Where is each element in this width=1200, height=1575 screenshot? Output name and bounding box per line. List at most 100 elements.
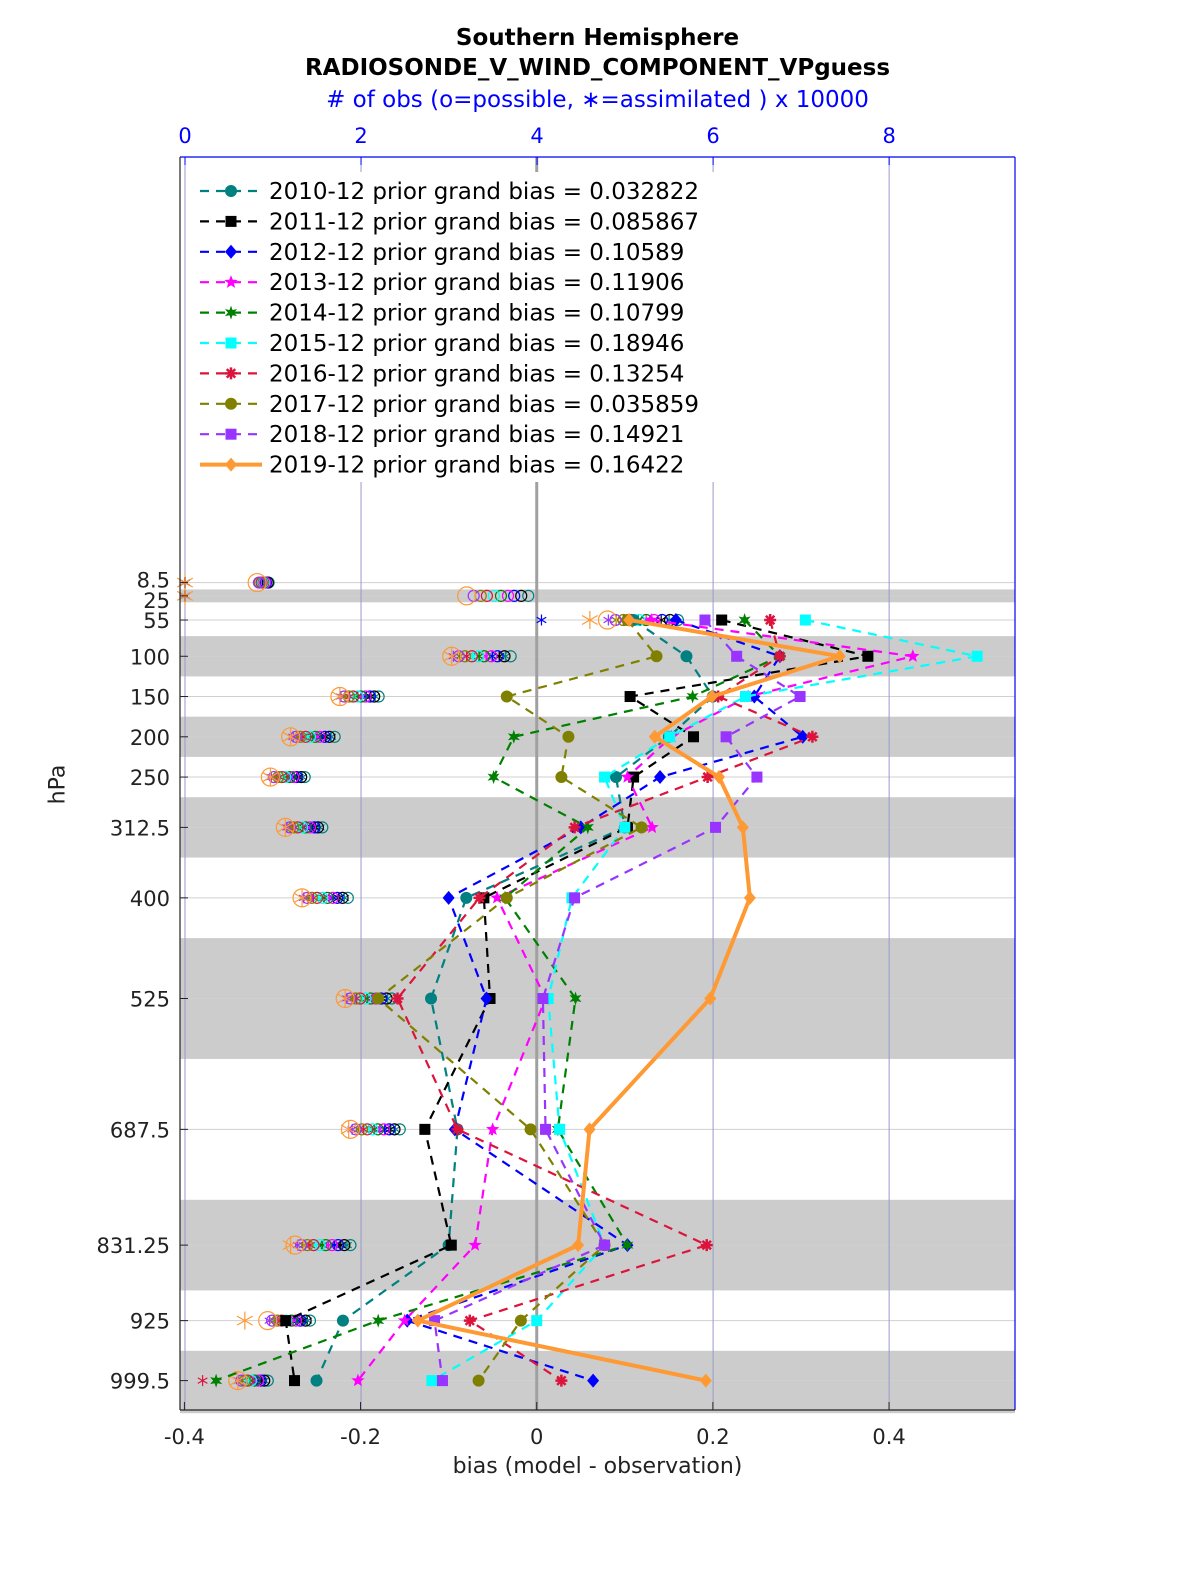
- obs-assimilated-marker: [197, 1375, 208, 1387]
- series-line: [433, 619, 803, 1381]
- data-point: [524, 1123, 537, 1136]
- obs-assimilated-marker: [282, 1236, 299, 1255]
- data-point: [555, 1374, 568, 1387]
- data-point: [654, 770, 667, 785]
- obs-assimilated-marker: [328, 892, 339, 904]
- obs-possible-marker: [609, 613, 622, 627]
- data-point: [569, 892, 581, 904]
- data-point: [572, 1238, 585, 1253]
- data-point: [701, 771, 714, 784]
- series-2017-12: [372, 614, 663, 1387]
- y-tick-label: 150: [130, 686, 170, 710]
- obs-possible-marker: [303, 1314, 317, 1327]
- obs-possible-marker: [354, 690, 368, 703]
- obs-possible-marker: [325, 1239, 339, 1252]
- data-point: [664, 731, 676, 743]
- obs-possible-marker: [359, 690, 372, 703]
- obs-assimilated-marker: [236, 1311, 253, 1330]
- y-tick-label: 687.5: [110, 1118, 170, 1142]
- data-point: [609, 771, 622, 784]
- series-line: [411, 618, 841, 1383]
- obs-possible-marker: [457, 586, 477, 606]
- legend: 2010-12 prior grand bias = 0.032822 2011-…: [188, 172, 743, 482]
- data-point: [436, 1375, 448, 1387]
- data-point: [720, 731, 732, 743]
- data-point: [210, 1373, 223, 1388]
- data-point: [569, 991, 582, 1006]
- obs-possible-marker: [372, 690, 385, 703]
- y-tick-label: 525: [130, 988, 170, 1012]
- chart-title: Southern Hemisphere: [455, 25, 740, 51]
- y-tick-label: 925: [130, 1310, 170, 1334]
- data-point: [310, 1374, 323, 1387]
- obs-assimilated-marker: [262, 768, 279, 787]
- obs-possible-marker: [301, 1239, 314, 1252]
- data-point: [581, 820, 594, 835]
- obs-assimilated-marker: [298, 892, 309, 904]
- legend-label: 2016-12 prior grand bias = 0.13254: [269, 361, 684, 387]
- data-point: [648, 729, 661, 744]
- series-line: [376, 619, 659, 1382]
- obs-possible-marker: [258, 1311, 278, 1331]
- obs-assimilated-marker: [536, 614, 547, 626]
- data-point: [739, 691, 751, 703]
- data-point: [587, 1373, 600, 1388]
- data-point: [490, 890, 504, 904]
- obs-assimilated-marker: [229, 1371, 246, 1390]
- data-point: [442, 890, 455, 905]
- obs-possible-marker: [344, 1239, 357, 1252]
- data-point: [289, 1375, 301, 1387]
- obs-possible-marker: [313, 730, 326, 743]
- obs-possible-marker: [349, 992, 362, 1005]
- data-point: [799, 614, 811, 626]
- obs-assimilated-marker: [603, 614, 614, 626]
- x-tick-label: -0.2: [340, 1425, 381, 1449]
- obs-possible-marker: [309, 730, 322, 743]
- data-point: [731, 650, 743, 662]
- y-tick-label: 8.5: [137, 569, 170, 593]
- obs-possible-marker: [307, 1239, 320, 1252]
- obs-possible-marker: [295, 821, 309, 834]
- data-point: [500, 690, 513, 703]
- x-axis-label: bias (model - observation): [452, 1454, 743, 1479]
- obs-possible-marker: [285, 1235, 305, 1255]
- data-point: [688, 731, 700, 743]
- obs-possible-marker: [349, 1123, 362, 1136]
- data-point: [336, 1314, 349, 1327]
- data-point: [644, 613, 658, 626]
- obs-possible-marker: [303, 730, 317, 743]
- data-point: [451, 1123, 464, 1136]
- top-tick-label: 4: [530, 124, 543, 148]
- obs-possible-marker: [244, 1374, 258, 1387]
- data-point: [623, 613, 636, 628]
- obs-possible-marker: [308, 821, 321, 834]
- data-point: [280, 1315, 292, 1327]
- data-point: [391, 992, 404, 1005]
- series-2018-12: [429, 614, 806, 1387]
- obs-possible-marker: [368, 690, 381, 703]
- obs-possible-marker: [323, 730, 336, 743]
- x-tick-label: -0.4: [164, 1425, 205, 1449]
- data-point: [699, 1373, 712, 1388]
- y-tick-label: 55: [143, 609, 170, 633]
- obs-possible-marker: [328, 730, 341, 743]
- obs-assimilated-marker: [293, 888, 311, 907]
- data-point: [796, 729, 809, 744]
- legend-label: 2018-12 prior grand bias = 0.14921: [269, 422, 684, 448]
- data-point: [463, 1314, 476, 1327]
- data-point: [628, 771, 640, 783]
- obs-possible-marker: [319, 1239, 332, 1252]
- data-point: [906, 649, 920, 662]
- data-point: [764, 614, 777, 627]
- obs-possible-marker: [340, 1119, 361, 1139]
- data-point: [531, 1315, 543, 1327]
- data-point: [372, 1313, 385, 1328]
- legend-marker: [224, 275, 238, 288]
- data-point: [700, 1239, 713, 1252]
- obs-assimilated-marker: [282, 727, 299, 746]
- y-tick-label: 831.25: [97, 1234, 170, 1258]
- data-point: [507, 729, 520, 744]
- data-point: [562, 730, 575, 743]
- obs-possible-marker: [332, 1239, 345, 1252]
- data-point: [686, 689, 699, 704]
